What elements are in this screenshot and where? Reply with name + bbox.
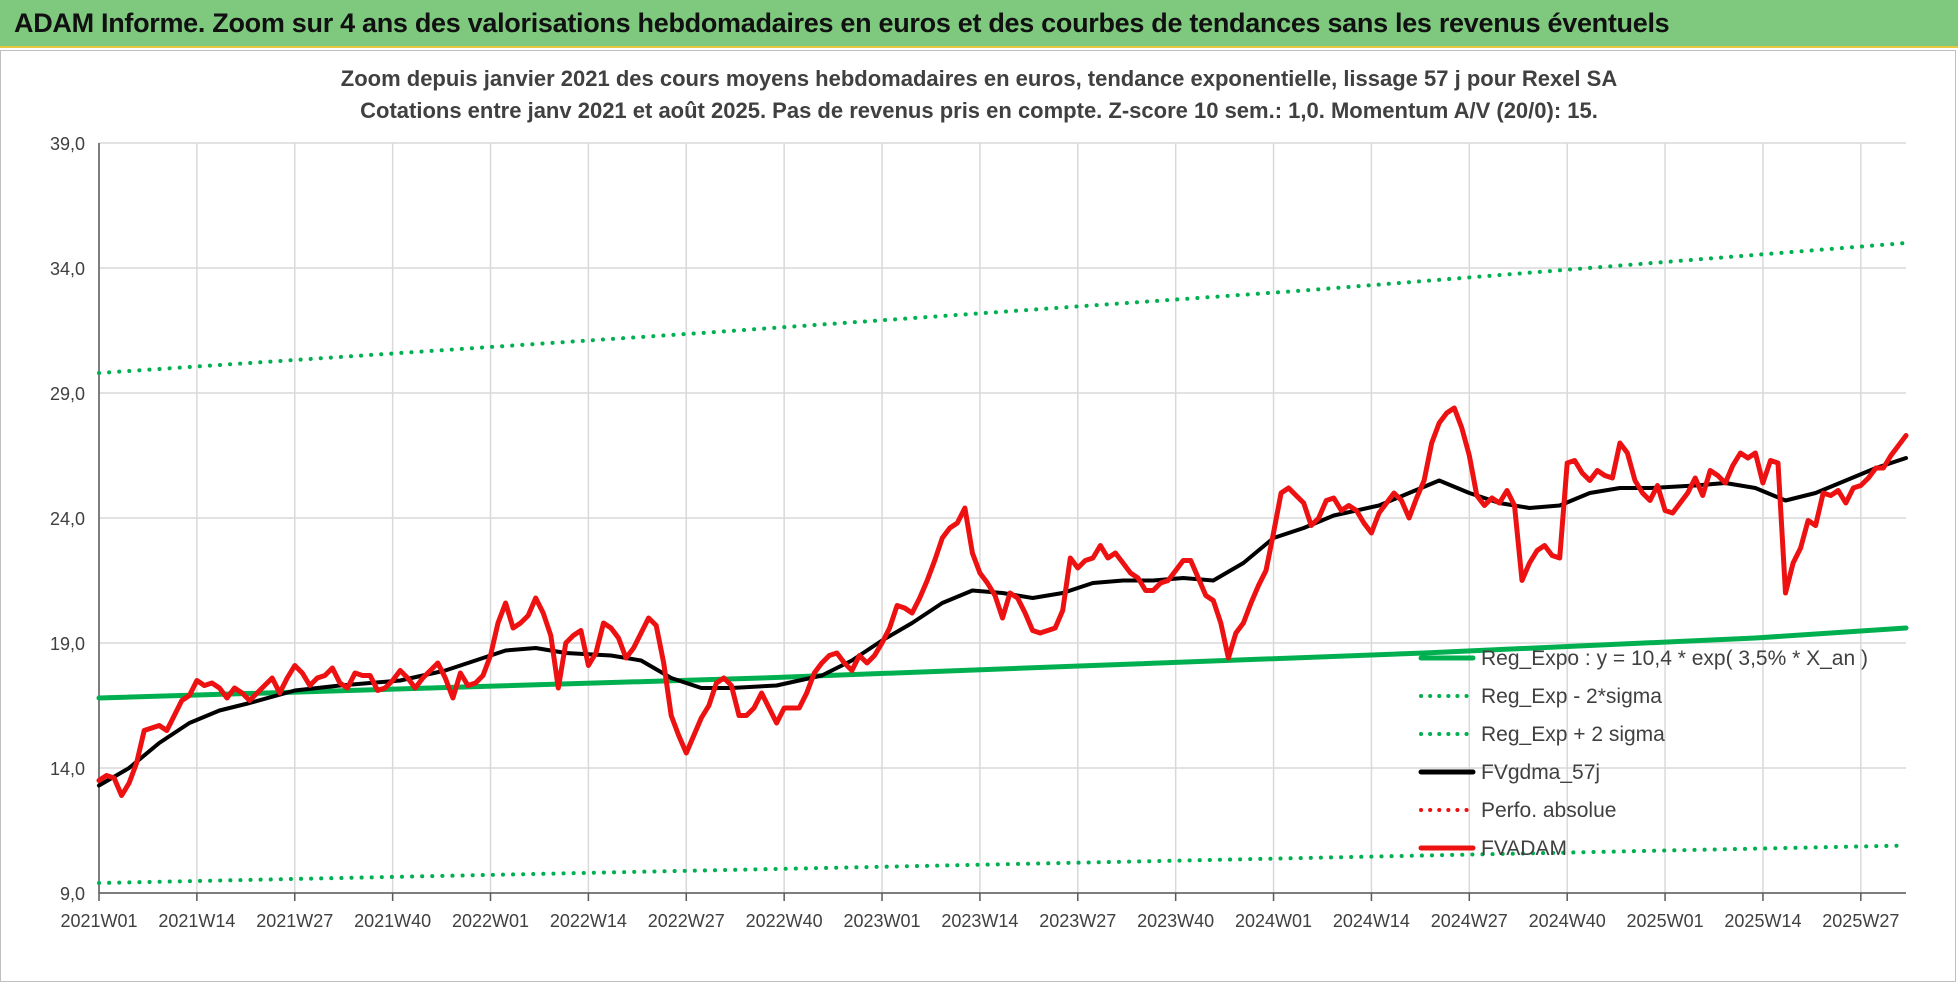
x-tick-label: 2022W14 <box>550 911 627 931</box>
y-tick-label: 39,0 <box>50 134 85 154</box>
y-tick-label: 19,0 <box>50 634 85 654</box>
series-line-2 <box>97 241 1908 375</box>
x-axis: 2021W01 2021W14 2021W27 2021W40 2022W01 2022W… <box>60 892 1906 931</box>
x-tick-label: 2023W01 <box>844 911 921 931</box>
y-tick-label: 9,0 <box>60 884 85 904</box>
x-tick-label: 2024W27 <box>1431 911 1508 931</box>
x-tick-label: 2023W27 <box>1039 911 1116 931</box>
x-tick-label: 2021W01 <box>60 911 137 931</box>
series-group <box>96 241 1909 885</box>
legend-label: FVgdma_57j <box>1481 761 1600 784</box>
legend-label: Perfo. absolue <box>1481 799 1616 822</box>
x-tick-label: 2021W40 <box>354 911 431 931</box>
x-tick-label: 2022W40 <box>746 911 823 931</box>
legend: Reg_Expo : y = 10,4 * exp( 3,5% * X_an )… <box>1418 647 1868 860</box>
series-line-0 <box>96 625 1909 701</box>
banner-title: ADAM Informe. Zoom sur 4 ans des valoris… <box>14 8 1670 38</box>
x-tick-label: 2022W27 <box>648 911 725 931</box>
y-tick-label: 34,0 <box>50 259 85 279</box>
chart-frame: Zoom depuis janvier 2021 des cours moyen… <box>0 50 1956 982</box>
x-tick-label: 2022W01 <box>452 911 529 931</box>
y-tick-label: 24,0 <box>50 509 85 529</box>
x-tick-label: 2024W40 <box>1529 911 1606 931</box>
chart-subtitle: Cotations entre janv 2021 et août 2025. … <box>360 98 1598 123</box>
title-banner: ADAM Informe. Zoom sur 4 ans des valoris… <box>0 0 1958 48</box>
y-axis: 9,0 14,0 19,0 24,0 29,0 34,0 39,0 <box>50 134 100 904</box>
x-tick-label: 2023W40 <box>1137 911 1214 931</box>
trend-chart: Zoom depuis janvier 2021 des cours moyen… <box>50 66 1909 931</box>
chart-title: Zoom depuis janvier 2021 des cours moyen… <box>341 66 1618 91</box>
x-tick-label: 2025W27 <box>1822 911 1899 931</box>
x-tick-label: 2021W14 <box>158 911 235 931</box>
x-tick-label: 2024W01 <box>1235 911 1312 931</box>
x-tick-label: 2021W27 <box>256 911 333 931</box>
x-tick-label: 2025W01 <box>1627 911 1704 931</box>
legend-label: Reg_Exp + 2 sigma <box>1481 723 1665 746</box>
series-line-3 <box>97 456 1908 788</box>
series-line-5 <box>96 405 1909 798</box>
series-line-1 <box>97 843 1908 885</box>
y-tick-label: 29,0 <box>50 384 85 404</box>
legend-label: Reg_Exp - 2*sigma <box>1481 685 1662 708</box>
legend-label: FVADAM <box>1481 837 1567 860</box>
x-tick-label: 2023W14 <box>941 911 1018 931</box>
y-tick-label: 14,0 <box>50 759 85 779</box>
legend-label: Reg_Expo : y = 10,4 * exp( 3,5% * X_an ) <box>1481 647 1868 670</box>
x-tick-label: 2025W14 <box>1724 911 1801 931</box>
x-tick-label: 2024W14 <box>1333 911 1410 931</box>
grid <box>98 142 1906 894</box>
